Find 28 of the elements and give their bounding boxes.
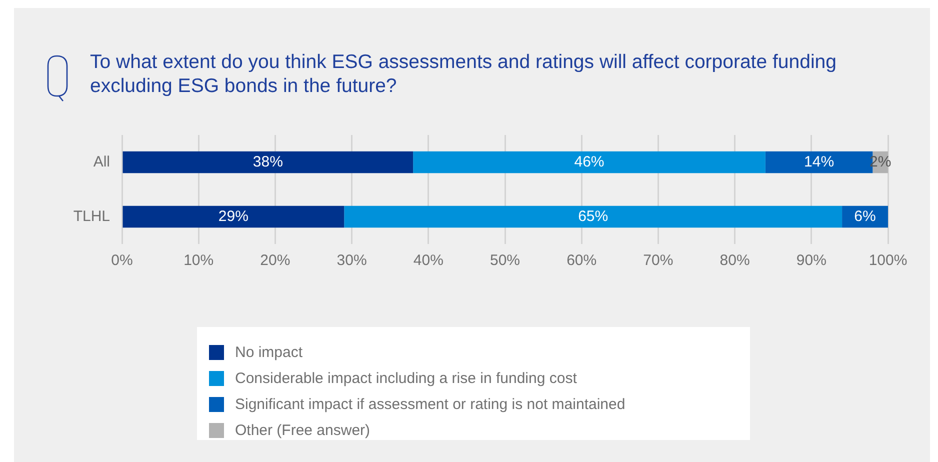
x-tick-label: 30% xyxy=(336,252,367,270)
bar xyxy=(413,151,766,174)
data-label: 46% xyxy=(574,153,604,170)
x-tick-label: 10% xyxy=(184,252,214,270)
x-tick-label: 60% xyxy=(566,252,597,270)
x-tick-label: 50% xyxy=(490,252,520,270)
data-label: 6% xyxy=(854,208,876,225)
bar xyxy=(122,206,344,228)
x-tick-label: 100% xyxy=(868,252,908,270)
data-label: 38% xyxy=(252,153,283,170)
y-tick-label: All xyxy=(93,153,110,170)
data-label: 29% xyxy=(218,208,248,225)
chart-title: To what extent do you think ESG assessments and ratings will affect corporate funding excluding ESG bonds in the future? xyxy=(90,50,838,98)
x-tick-label: 40% xyxy=(413,252,444,270)
y-tick-label: TLHL xyxy=(73,208,110,225)
bar xyxy=(122,151,414,174)
data-label: 65% xyxy=(578,208,608,225)
legend-label: Significant impact if assessment or rating is not maintained xyxy=(235,396,626,412)
x-tick-label: 0% xyxy=(111,252,133,270)
legend-label: Other (Free answer) xyxy=(235,422,370,438)
data-label: 14% xyxy=(804,153,834,170)
legend-label: No impact xyxy=(235,344,303,360)
x-tick-label: 20% xyxy=(260,252,290,270)
x-tick-label: 70% xyxy=(643,252,674,270)
x-tick-label: 80% xyxy=(720,252,750,270)
x-tick-label: 90% xyxy=(796,252,826,270)
legend-label: Considerable impact including a rise in funding cost xyxy=(235,370,577,386)
bar xyxy=(344,206,842,228)
